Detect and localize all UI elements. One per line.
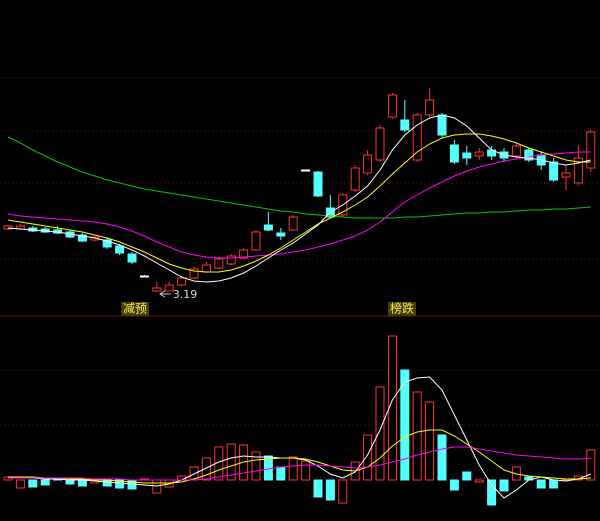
candle-body — [586, 131, 596, 169]
candle-body — [201, 264, 211, 273]
candle-body — [437, 114, 447, 136]
indicator-bar — [375, 386, 385, 481]
candle-body — [152, 287, 162, 292]
candle-body — [263, 224, 273, 231]
candle-body — [276, 232, 286, 237]
indicator-bar — [276, 466, 286, 481]
indicator-bar — [474, 479, 484, 483]
indicator-bar — [586, 449, 596, 481]
indicator-bar — [462, 471, 472, 481]
candle-body — [425, 99, 435, 116]
low-label: 3.19 — [173, 288, 198, 301]
candle-body — [139, 275, 149, 278]
candle-body — [313, 171, 323, 197]
indicator-bar — [288, 456, 298, 481]
candle-body — [127, 253, 137, 263]
candle-body — [226, 255, 236, 265]
candle-body — [115, 245, 125, 254]
moving-average-line — [7, 114, 591, 283]
indicator-bar — [28, 479, 38, 488]
indicator-bar — [338, 479, 348, 504]
moving-average-line — [7, 133, 591, 273]
candle-body — [350, 167, 360, 191]
candle-body — [3, 225, 13, 230]
indicator-bar — [102, 479, 112, 487]
indicator-bar — [77, 479, 87, 487]
indicator-bar — [573, 475, 583, 481]
candle-body — [474, 151, 484, 157]
signal-label: 榜跌 — [390, 301, 414, 316]
indicator-bar — [412, 391, 422, 481]
candle-body — [301, 169, 311, 172]
indicator-bar — [387, 335, 397, 481]
indicator-bar — [536, 479, 546, 489]
indicator-bar — [325, 479, 335, 501]
signal-label: 减预 — [123, 302, 147, 316]
indicator-bar — [65, 479, 75, 485]
indicator-bar — [115, 479, 125, 489]
indicator-bar — [301, 460, 311, 481]
signal-box — [121, 302, 149, 316]
indicator-bar — [449, 479, 459, 491]
candle-body — [77, 234, 87, 242]
candle-body — [251, 231, 261, 251]
candle-body — [177, 277, 187, 286]
indicator-line — [8, 446, 591, 481]
candle-body — [363, 154, 373, 174]
indicator-bar — [226, 443, 236, 481]
moving-average-line — [7, 151, 591, 259]
moving-average-line — [7, 136, 591, 219]
indicator-bar — [400, 369, 410, 481]
indicator-bar — [425, 401, 435, 481]
indicator-bar — [177, 475, 187, 481]
candle-body — [400, 119, 410, 131]
candle-body — [449, 144, 459, 163]
indicator-line — [8, 429, 591, 484]
candle-body — [549, 161, 559, 181]
indicator-bar — [251, 451, 261, 481]
indicator-bar — [201, 457, 211, 481]
candle-body — [189, 268, 199, 279]
candle-body — [288, 216, 298, 231]
candle-body — [102, 239, 112, 248]
indicator-bar — [363, 434, 373, 481]
indicator-bar — [549, 479, 559, 489]
candle-body — [561, 172, 571, 178]
indicator-bar — [487, 479, 497, 506]
signal-box — [388, 302, 416, 316]
indicator-bar — [437, 434, 447, 481]
candle-body — [412, 114, 422, 161]
candle-body — [511, 145, 521, 157]
candle-body — [573, 157, 583, 184]
indicator-bar — [15, 479, 25, 489]
candle-body — [164, 284, 174, 292]
candle-body — [524, 149, 534, 161]
indicator-bar — [40, 479, 50, 486]
candle-body — [214, 258, 224, 269]
indicator-bar — [499, 479, 509, 492]
candle-body — [239, 249, 249, 259]
candle-body — [387, 94, 397, 118]
candle-body — [462, 152, 472, 159]
candle-body — [375, 127, 385, 161]
indicator-bar — [313, 479, 323, 498]
low-arrow-head — [159, 290, 166, 298]
